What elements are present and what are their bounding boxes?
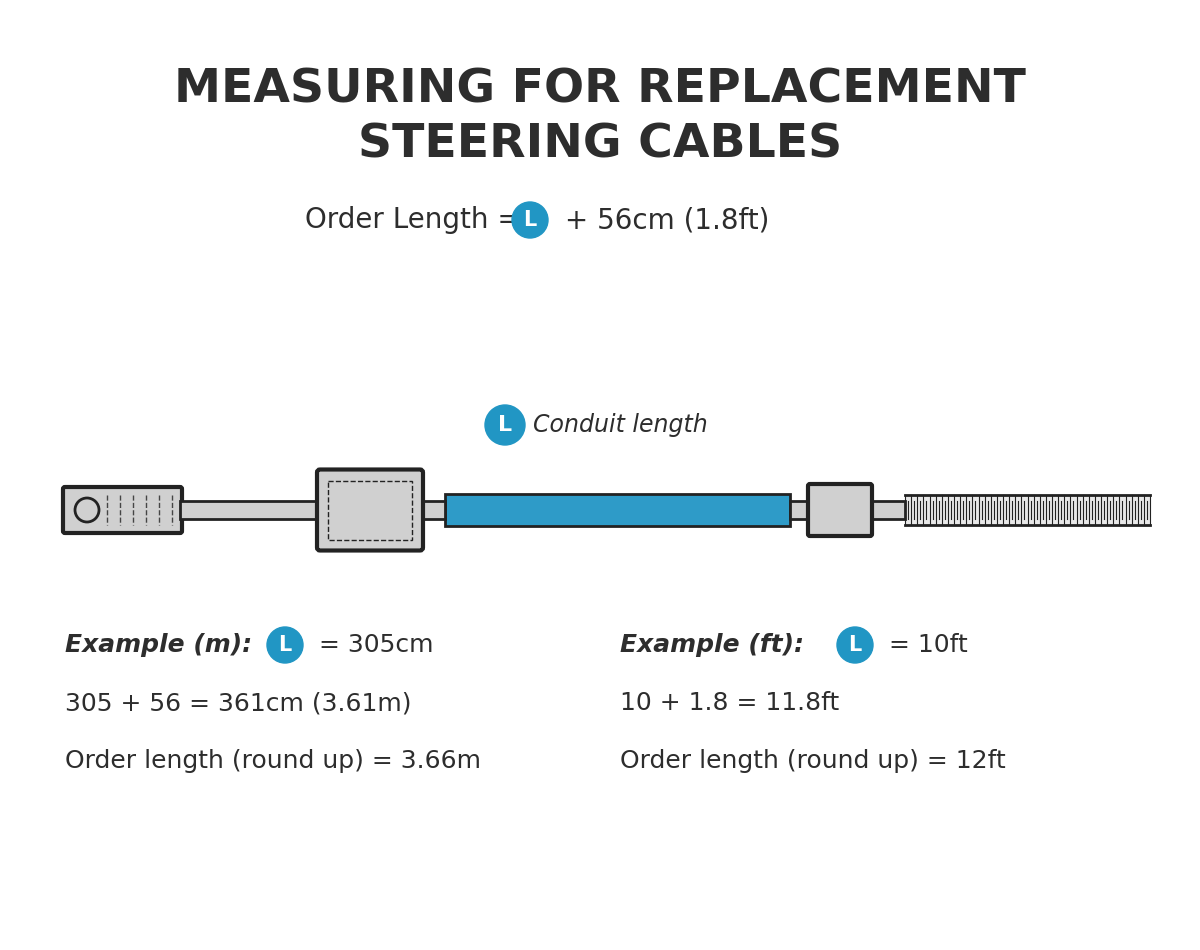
- Bar: [328, 481, 412, 540]
- Text: Conduit length: Conduit length: [533, 413, 708, 437]
- Text: L: L: [498, 415, 512, 435]
- Text: Example (m):: Example (m):: [65, 633, 252, 657]
- Text: Order Length =: Order Length =: [305, 206, 529, 234]
- Circle shape: [512, 202, 548, 238]
- Text: Order length (round up) = 3.66m: Order length (round up) = 3.66m: [65, 749, 481, 773]
- Text: L: L: [278, 635, 292, 655]
- Text: Example (ft):: Example (ft):: [620, 633, 804, 657]
- Circle shape: [266, 627, 302, 663]
- Bar: [420, 501, 445, 519]
- Text: = 305cm: = 305cm: [311, 633, 433, 657]
- Text: L: L: [848, 635, 862, 655]
- FancyBboxPatch shape: [64, 487, 182, 533]
- Bar: [905, 495, 1150, 525]
- Text: L: L: [523, 210, 536, 230]
- Bar: [445, 494, 790, 526]
- Text: + 56cm (1.8ft): + 56cm (1.8ft): [556, 206, 769, 234]
- Text: MEASURING FOR REPLACEMENT: MEASURING FOR REPLACEMENT: [174, 67, 1026, 112]
- Text: Order length (round up) = 12ft: Order length (round up) = 12ft: [620, 749, 1006, 773]
- Text: STEERING CABLES: STEERING CABLES: [358, 123, 842, 167]
- Bar: [870, 501, 905, 519]
- Circle shape: [485, 405, 526, 445]
- FancyBboxPatch shape: [317, 469, 424, 550]
- Bar: [790, 501, 820, 519]
- Text: 305 + 56 = 361cm (3.61m): 305 + 56 = 361cm (3.61m): [65, 691, 412, 715]
- Text: 10 + 1.8 = 11.8ft: 10 + 1.8 = 11.8ft: [620, 691, 839, 715]
- Text: = 10ft: = 10ft: [881, 633, 967, 657]
- Bar: [180, 501, 330, 519]
- FancyBboxPatch shape: [808, 484, 872, 536]
- Circle shape: [838, 627, 874, 663]
